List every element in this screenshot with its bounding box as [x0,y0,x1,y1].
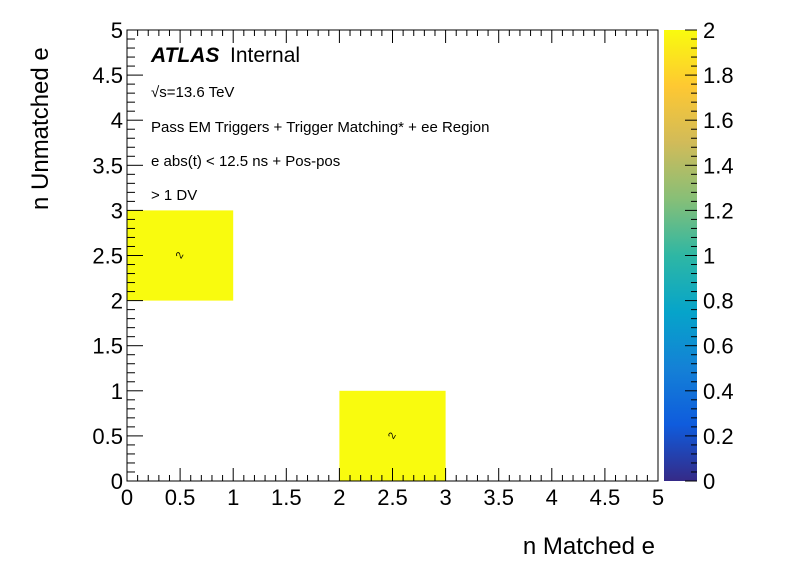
y-tick-label: 1.5 [92,334,123,359]
y-tick-label: 3 [111,198,123,223]
x-tick-label: 2 [333,485,345,510]
energy-label: √s=13.6 TeV [151,84,234,101]
x-tick-label: 1.5 [271,485,302,510]
y-tick-label: 2 [111,289,123,314]
atlas-text: ATLAS [150,44,219,67]
colorbar-tick-label: 2 [703,18,715,43]
x-axis-label: n Matched e [523,533,655,560]
colorbar-tick-label: 1 [703,244,715,269]
y-tick-label: 1 [111,379,123,404]
colorbar-tick-label: 0.8 [703,289,734,314]
selection-line-3: > 1 DV [151,187,197,204]
colorbar-tick-label: 1.8 [703,63,734,88]
x-tick-label: 4.5 [590,485,621,510]
y-tick-label: 5 [111,18,123,43]
x-tick-label: 5 [652,485,664,510]
colorbar-tick-label: 0.4 [703,379,734,404]
colorbar-tick-label: 0.2 [703,424,734,449]
x-tick-label: 3 [439,485,451,510]
colorbar-ticks: 0 0.2 0.4 0.6 0.8 1 1.2 1.4 1.6 1.8 2 [685,18,734,494]
colorbar-tick-label: 1.6 [703,108,734,133]
colorbar-tick-label: 0 [703,469,715,494]
colorbar-tick-label: 1.4 [703,153,734,178]
heatmap-cell [127,210,234,301]
colorbar-tick-label: 1.2 [703,198,734,223]
selection-line-2: e abs(t) < 12.5 ns + Pos-pos [151,153,340,170]
y-axis-ticks: 0 0.5 1 1.5 2 2.5 3 3.5 4 4.5 5 [92,18,143,494]
y-axis-label: n Unmatched e [27,47,54,210]
y-tick-label: 3.5 [92,153,123,178]
cell-value-label: 2 [386,430,399,441]
heatmap-cell [339,390,446,481]
x-tick-label: 4 [546,485,558,510]
cell-value-label: 2 [174,250,187,261]
colorbar-tick-label: 0.6 [703,334,734,359]
x-tick-label: 0.5 [165,485,196,510]
atlas-label: ATLAS Internal [150,44,300,67]
x-axis-ticks: 0 0.5 1 1.5 2 2.5 3 3.5 4 4.5 5 [121,30,664,510]
y-tick-label: 0.5 [92,424,123,449]
x-tick-label: 3.5 [483,485,514,510]
x-tick-label: 2.5 [377,485,408,510]
x-tick-label: 1 [227,485,239,510]
y-tick-label: 4 [111,108,123,133]
y-tick-label: 2.5 [92,244,123,269]
y-tick-label: 0 [111,469,123,494]
selection-line-1: Pass EM Triggers + Trigger Matching* + e… [151,119,490,136]
heatmap-cells: 22 [127,210,446,481]
y-tick-label: 4.5 [92,63,123,88]
x-tick-label: 0 [121,485,133,510]
internal-text: Internal [230,44,300,67]
